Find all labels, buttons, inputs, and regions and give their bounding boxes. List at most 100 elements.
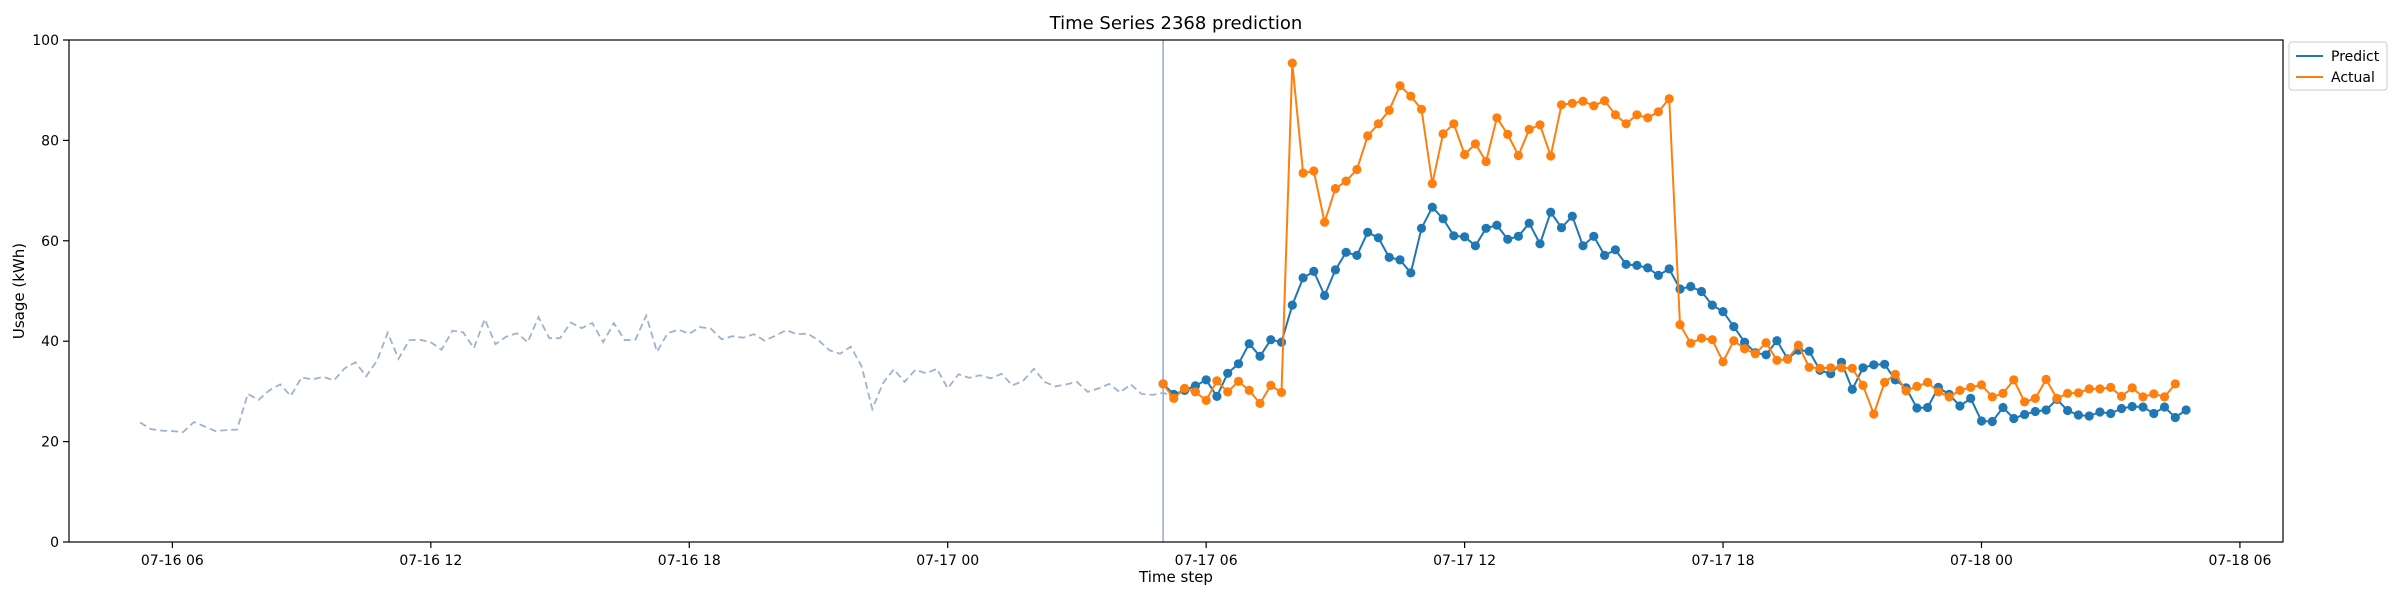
predict-point [2127, 401, 2137, 412]
predict-point [1535, 239, 1545, 249]
x-tick-label: 07-17 00 [916, 553, 979, 569]
actual-point [1686, 338, 1696, 348]
predict-point [1696, 286, 1707, 297]
actual-point [1675, 320, 1685, 330]
actual-point [1406, 91, 1416, 101]
actual-point [1890, 369, 1900, 379]
actual-point [1503, 129, 1513, 139]
actual-point [1190, 387, 1200, 397]
actual-point [1330, 184, 1340, 194]
actual-point [2106, 382, 2116, 392]
actual-point [1233, 376, 1244, 386]
plot-frame [68, 39, 2284, 543]
predict-point [1643, 263, 1653, 273]
predict-point [1266, 335, 1276, 345]
predict-point [1923, 402, 1933, 413]
predict-point [1223, 368, 1233, 378]
actual-point [1578, 96, 1588, 106]
predict-point [1847, 384, 1857, 394]
predict-point [1212, 391, 1222, 401]
actual-point [2073, 388, 2083, 398]
predict-point [2159, 402, 2170, 412]
predict-point [1481, 223, 1491, 233]
x-tick-label: 07-17 12 [1433, 553, 1496, 569]
predict-point [2095, 407, 2105, 417]
y-tick-label: 40 [41, 334, 59, 350]
y-tick-label: 100 [32, 33, 59, 49]
actual-point [1847, 363, 1857, 373]
y-tick-label: 0 [50, 535, 59, 551]
actual-point [1438, 129, 1448, 139]
predict-point [1492, 220, 1502, 230]
actual-point [1610, 110, 1620, 120]
predict-point [1352, 250, 1362, 260]
actual-point [2159, 392, 2170, 402]
actual-point [1783, 354, 1793, 364]
predict-point [2181, 405, 2191, 415]
actual-point [1729, 336, 1739, 346]
actual-point [2084, 384, 2094, 394]
predict-point [1201, 375, 1211, 385]
actual-point [1740, 344, 1750, 354]
predict-point [1395, 255, 1405, 265]
predict-point [1309, 266, 1319, 276]
predict-point [1438, 214, 1448, 224]
predict-point [2009, 413, 2019, 424]
predict-point [1718, 307, 1728, 317]
x-axis: 07-16 06 07-16 12 07-16 18 07-17 00 07-17 06… [141, 542, 2271, 569]
y-tick-label: 20 [41, 435, 59, 451]
x-tick-label: 07-18 00 [1950, 553, 2013, 569]
actual-point [1718, 357, 1728, 367]
actual-point [1287, 58, 1297, 68]
actual-point [1912, 381, 1922, 391]
actual-point [1223, 387, 1233, 397]
history-line [139, 313, 1196, 434]
actual-point [1309, 166, 1319, 176]
x-tick-label: 07-17 06 [1175, 553, 1238, 569]
actual-point [1481, 156, 1491, 167]
predict-point [1427, 202, 1437, 212]
actual-point [1492, 113, 1502, 123]
actual-point [1600, 96, 1610, 106]
predict-point [1707, 300, 1717, 310]
actual-point [1880, 377, 1890, 387]
predict-point [1998, 402, 2008, 413]
actual-point [1158, 379, 1168, 389]
actual-point [2063, 388, 2073, 398]
actual-point [1212, 376, 1222, 386]
actual-point [2020, 397, 2030, 407]
actual-point [1696, 333, 1707, 343]
predict-point [2170, 412, 2180, 423]
actual-point [1589, 101, 1599, 111]
actual-point [1869, 409, 1879, 419]
actual-point [1341, 176, 1351, 186]
y-tick-label: 80 [41, 133, 59, 149]
predict-point [1610, 245, 1620, 255]
actual-point [1169, 393, 1179, 403]
actual-series [1158, 58, 2180, 419]
actual-point [1815, 363, 1825, 373]
actual-point [1826, 363, 1836, 373]
predict-point [1384, 252, 1394, 262]
actual-point [1363, 131, 1373, 141]
y-axis: 0 20 40 60 80 100 [32, 33, 69, 551]
predict-point [2073, 410, 2083, 420]
actual-point [1427, 179, 1437, 189]
predict-point [1276, 337, 1287, 347]
actual-point [1923, 377, 1933, 387]
predict-point [1406, 268, 1416, 278]
predict-point [1955, 401, 1965, 411]
predict-point [1589, 231, 1599, 241]
actual-point [1804, 362, 1814, 372]
predict-point [1567, 211, 1577, 221]
predict-point [1556, 223, 1567, 233]
predict-point [2063, 405, 2073, 416]
actual-point [2030, 393, 2040, 403]
actual-point [1858, 380, 1868, 390]
predict-point [2030, 406, 2040, 417]
predict-point [1729, 322, 1739, 332]
predict-point [2106, 408, 2116, 419]
predict-point [1632, 260, 1642, 270]
predict-point [1341, 247, 1351, 257]
actual-point [1966, 382, 1976, 392]
